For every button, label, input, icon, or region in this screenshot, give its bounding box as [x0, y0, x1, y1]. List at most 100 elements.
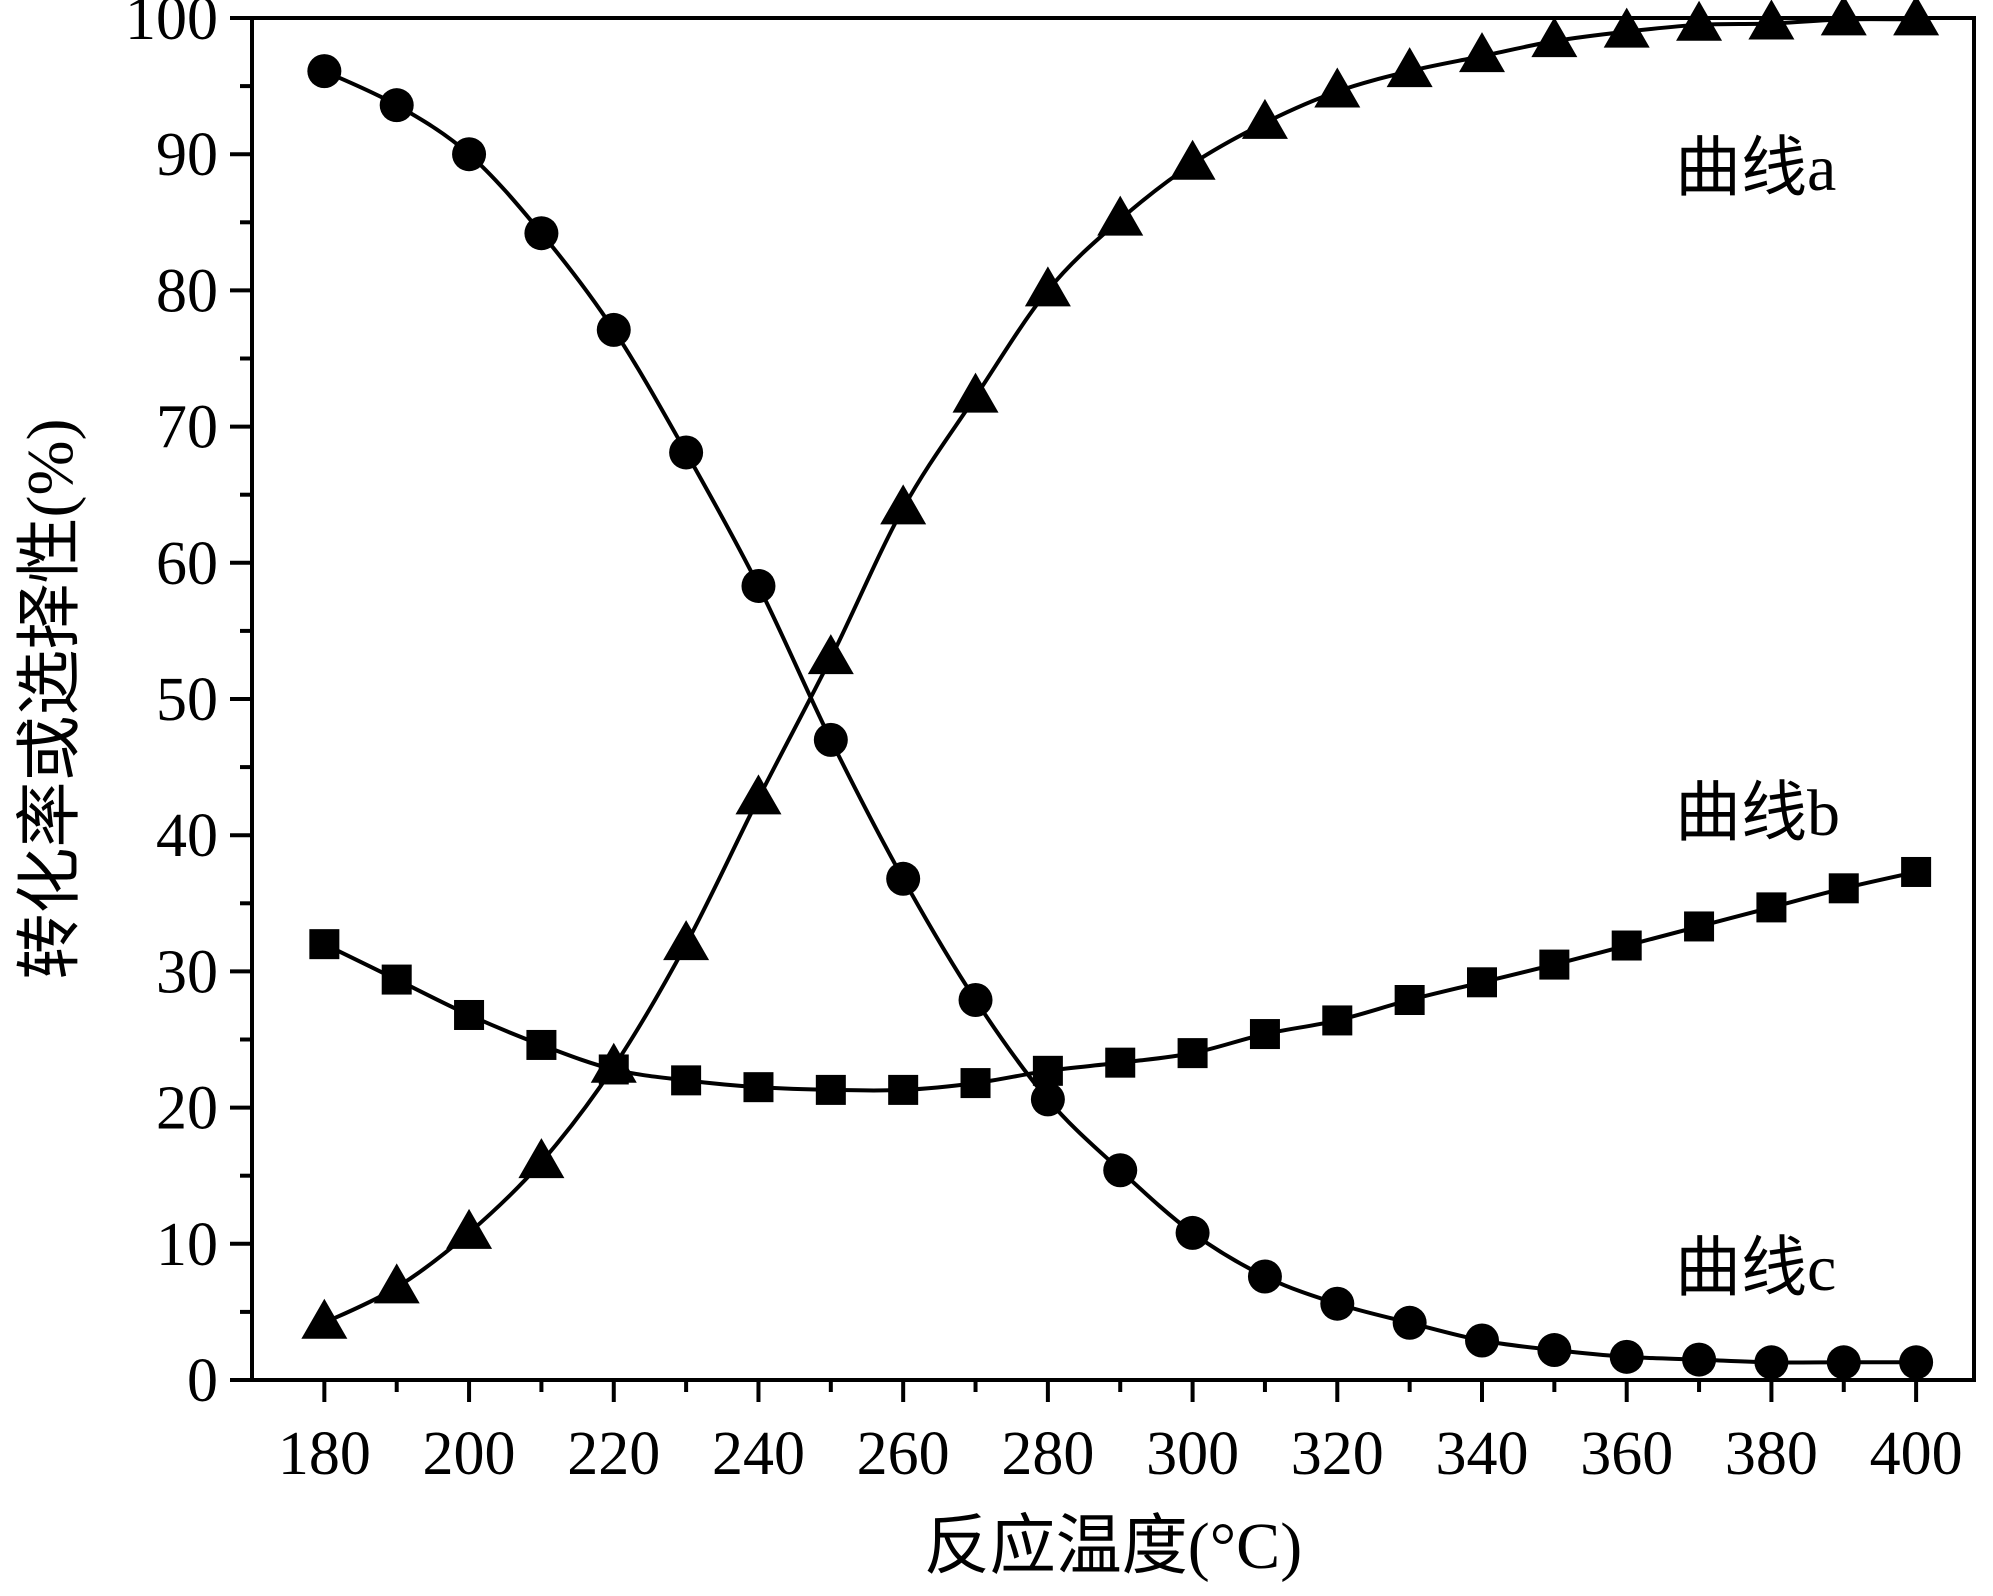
square-marker: [815, 1074, 846, 1105]
curve-label: 曲线a: [1675, 132, 1836, 205]
square-marker: [1756, 892, 1787, 923]
square-marker: [1105, 1047, 1136, 1078]
circle-marker: [1030, 1082, 1065, 1117]
triangle-marker: [663, 920, 710, 961]
square-marker: [1394, 985, 1425, 1016]
circle-marker: [1682, 1342, 1717, 1377]
data-markers: [301, 0, 1940, 1380]
circle-marker: [1609, 1339, 1644, 1374]
x-tick-label: 340: [1436, 1420, 1529, 1488]
square-marker: [1539, 949, 1570, 980]
circle-marker: [1103, 1153, 1138, 1188]
y-tick-label: 80: [156, 257, 218, 325]
circle-marker: [741, 568, 776, 603]
curve-label: 曲线b: [1675, 777, 1840, 850]
y-tick-label: 40: [156, 802, 218, 870]
triangle-marker: [1169, 139, 1216, 180]
circle-marker: [958, 983, 993, 1018]
square-marker: [1249, 1019, 1280, 1050]
square-marker: [1611, 930, 1642, 961]
circle-marker: [1175, 1215, 1210, 1250]
x-tick-label: 380: [1725, 1420, 1818, 1488]
triangle-marker: [1676, 0, 1723, 41]
square-marker: [1467, 967, 1497, 998]
square-marker: [381, 964, 412, 995]
x-tick-label: 200: [423, 1420, 516, 1488]
x-tick-label: 300: [1146, 1420, 1239, 1488]
circle-marker: [1899, 1345, 1934, 1380]
axis-ticks: [230, 16, 1919, 1402]
y-tick-label: 0: [187, 1347, 218, 1415]
square-marker: [598, 1054, 629, 1085]
x-tick-label: 240: [712, 1420, 805, 1488]
triangle-marker: [1024, 266, 1071, 307]
triangle-marker: [1386, 47, 1433, 88]
square-marker: [1322, 1005, 1353, 1036]
triangle-marker: [1603, 7, 1650, 48]
y-tick-label: 50: [156, 666, 218, 734]
triangle-marker: [1314, 67, 1361, 108]
x-tick-label: 280: [1001, 1420, 1094, 1488]
triangle-marker: [446, 1208, 493, 1249]
circle-marker: [1754, 1345, 1789, 1380]
square-marker: [309, 929, 340, 960]
square-marker: [454, 999, 485, 1030]
square-marker: [888, 1074, 919, 1105]
circle-marker: [379, 88, 414, 123]
triangle-marker: [1531, 17, 1578, 58]
triangle-marker: [518, 1138, 565, 1179]
square-marker: [1032, 1055, 1063, 1086]
x-tick-label: 180: [278, 1420, 371, 1488]
y-tick-label: 10: [156, 1211, 218, 1279]
y-tick-label: 60: [156, 530, 218, 598]
circle-marker: [452, 137, 487, 172]
circle-marker: [1320, 1286, 1355, 1321]
triangle-marker: [1893, 0, 1940, 36]
triangle-marker: [373, 1263, 420, 1304]
x-tick-label: 320: [1291, 1420, 1384, 1488]
square-marker: [1901, 856, 1932, 887]
square-marker: [1684, 911, 1715, 942]
curve-label: 曲线c: [1675, 1232, 1836, 1305]
triangle-marker: [735, 774, 782, 815]
axis-tick-labels: 180 200 220 240 260 280 300 320 340 360 380 400 0 10 2…: [125, 0, 1963, 1488]
triangle-marker: [1459, 32, 1505, 73]
circle-marker: [524, 216, 559, 251]
circle-marker: [886, 861, 921, 896]
circle-marker: [1826, 1345, 1861, 1380]
circle-marker: [1465, 1323, 1499, 1358]
square-marker: [671, 1065, 702, 1096]
y-tick-label: 70: [156, 394, 218, 462]
triangle-marker: [880, 484, 927, 525]
square-marker: [960, 1068, 991, 1099]
triangle-marker: [1748, 0, 1795, 40]
square-marker: [526, 1029, 557, 1060]
triangle-marker: [301, 1298, 348, 1339]
curve-labels: 曲线a 曲线b 曲线c: [1675, 132, 1840, 1305]
triangle-marker: [1097, 195, 1144, 236]
square-marker: [1828, 873, 1859, 904]
triangle-marker: [952, 372, 999, 413]
x-tick-label: 220: [567, 1420, 660, 1488]
y-tick-label: 90: [156, 121, 218, 189]
square-marker: [743, 1072, 774, 1103]
y-tick-label: 100: [125, 0, 218, 53]
circle-marker: [1247, 1259, 1282, 1294]
circle-marker: [596, 312, 631, 347]
square-marker: [1177, 1038, 1208, 1069]
triangle-marker: [1241, 98, 1288, 139]
y-axis-label: 转化率或选择性(%): [14, 419, 87, 980]
circle-marker: [307, 54, 342, 89]
circle-marker: [1537, 1333, 1572, 1368]
circle-marker: [1392, 1305, 1427, 1340]
triangle-marker: [1820, 0, 1867, 36]
y-tick-label: 30: [156, 938, 218, 1006]
triangle-marker: [807, 634, 854, 675]
x-tick-label: 360: [1580, 1420, 1673, 1488]
x-axis-label: 反应温度(°C): [924, 1510, 1302, 1583]
x-tick-label: 400: [1870, 1420, 1963, 1488]
circle-marker: [813, 722, 848, 757]
x-tick-label: 260: [857, 1420, 950, 1488]
circle-marker: [669, 435, 704, 470]
